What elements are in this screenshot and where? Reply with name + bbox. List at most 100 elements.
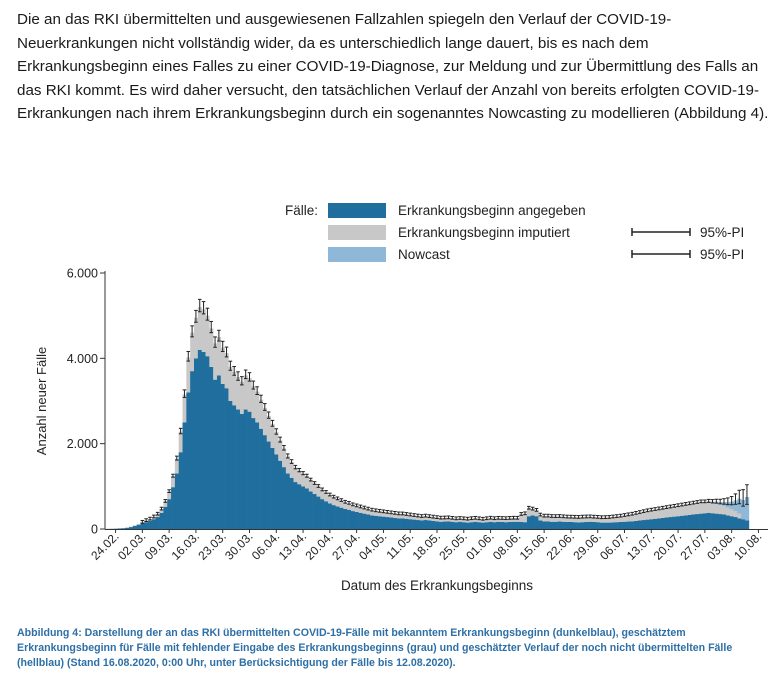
- bar-imputiert: [672, 506, 677, 517]
- bar-angegeben: [618, 521, 623, 529]
- bar-imputiert: [370, 510, 375, 516]
- bar-angegeben: [549, 521, 555, 529]
- bar-imputiert: [683, 504, 688, 516]
- bar-imputiert: [236, 377, 241, 410]
- bar-angegeben: [327, 503, 333, 529]
- bar-angegeben: [534, 516, 539, 529]
- bar-imputiert: [530, 508, 535, 516]
- bar-angegeben: [201, 351, 206, 529]
- bar-angegeben: [408, 519, 413, 529]
- bar-imputiert: [324, 492, 329, 502]
- legend-label-angegeben: Erkrankungsbeginn angegeben: [398, 203, 586, 218]
- bar-imputiert: [274, 432, 279, 455]
- bar-imputiert: [385, 512, 390, 518]
- bar-imputiert: [339, 500, 344, 508]
- bar-imputiert: [270, 424, 275, 448]
- bar-imputiert: [699, 501, 704, 514]
- bar-imputiert: [282, 448, 287, 468]
- bar-angegeben: [714, 513, 719, 529]
- bar-angegeben: [354, 511, 359, 529]
- bar-imputiert: [262, 407, 268, 436]
- bar-angegeben: [308, 491, 313, 529]
- bar-imputiert: [381, 511, 386, 517]
- bar-angegeben: [194, 358, 199, 529]
- bar-angegeben: [216, 375, 222, 529]
- bar-angegeben: [465, 522, 470, 529]
- y-tick-label: 4.000: [67, 352, 98, 366]
- bar-angegeben: [507, 521, 512, 529]
- bar-imputiert: [519, 514, 524, 522]
- bar-imputiert: [243, 375, 248, 410]
- bar-angegeben: [653, 518, 658, 529]
- x-tick-label: 23.03.: [195, 529, 228, 562]
- bar-angegeben: [331, 505, 336, 529]
- bar-imputiert: [653, 509, 658, 519]
- bar-angegeben: [676, 516, 681, 529]
- bar-angegeben: [255, 422, 260, 529]
- bar-angegeben: [718, 514, 723, 529]
- x-tick-label: 06.04.: [249, 529, 282, 562]
- bar-angegeben: [741, 519, 746, 529]
- bar-imputiert: [725, 507, 731, 516]
- bar-angegeben: [438, 521, 444, 529]
- bar-angegeben: [377, 516, 382, 529]
- bar-nowcast: [737, 498, 742, 514]
- bar-angegeben: [174, 473, 180, 529]
- bar-angegeben: [320, 499, 325, 529]
- bar-angegeben: [515, 521, 520, 529]
- bar-angegeben: [496, 521, 501, 529]
- bar-angegeben: [649, 519, 654, 529]
- bar-angegeben: [576, 522, 581, 529]
- errorbar-area: [140, 298, 749, 524]
- bar-angegeben: [125, 527, 130, 529]
- bar-angegeben: [224, 388, 229, 529]
- bar-imputiert: [423, 515, 428, 521]
- bar-angegeben: [301, 486, 306, 529]
- bar-imputiert: [224, 353, 229, 389]
- bar-imputiert: [312, 483, 317, 495]
- bar-angegeben: [148, 520, 153, 529]
- bar-angegeben: [683, 515, 688, 529]
- bar-area: [106, 307, 750, 529]
- bar-angegeben: [500, 521, 505, 529]
- bar-imputiert: [580, 516, 585, 523]
- bar-imputiert: [171, 476, 176, 488]
- bar-imputiert: [205, 315, 210, 357]
- bar-imputiert: [484, 518, 489, 523]
- bar-angegeben: [270, 447, 275, 529]
- bar-angegeben: [232, 405, 237, 529]
- bar-angegeben: [136, 524, 141, 529]
- bar-angegeben: [446, 521, 451, 529]
- bar-angegeben: [687, 514, 692, 529]
- bar-angegeben: [220, 383, 225, 529]
- x-tick-label: 13.04.: [276, 529, 309, 562]
- bar-imputiert: [396, 513, 401, 519]
- bar-imputiert: [182, 394, 187, 423]
- legend-pi-imputiert-mark: [631, 228, 691, 236]
- bar-imputiert: [588, 516, 593, 522]
- bar-imputiert: [347, 503, 352, 510]
- bar-imputiert: [591, 517, 597, 522]
- bar-angegeben: [546, 521, 551, 529]
- bar-angegeben: [343, 508, 348, 529]
- bar-imputiert: [511, 518, 516, 522]
- bar-angegeben: [523, 522, 528, 529]
- y-tick-label: 0: [91, 523, 98, 537]
- bar-angegeben: [553, 521, 558, 529]
- bar-imputiert: [316, 486, 321, 497]
- bar-angegeben: [282, 467, 287, 529]
- bar-angegeben: [519, 521, 524, 529]
- bar-angegeben: [450, 521, 455, 529]
- bar-angegeben: [404, 518, 409, 529]
- bar-angegeben: [236, 409, 241, 529]
- bar-imputiert: [201, 309, 206, 352]
- bar-imputiert: [304, 476, 310, 489]
- bar-angegeben: [324, 501, 329, 529]
- bar-nowcast: [741, 499, 746, 520]
- bar-angegeben: [561, 521, 566, 529]
- x-tick-label: 18.05.: [410, 529, 443, 562]
- bar-angegeben: [285, 473, 290, 529]
- bar-imputiert: [400, 513, 405, 519]
- bar-imputiert: [584, 516, 589, 522]
- x-tick-label: 02.03.: [115, 529, 148, 562]
